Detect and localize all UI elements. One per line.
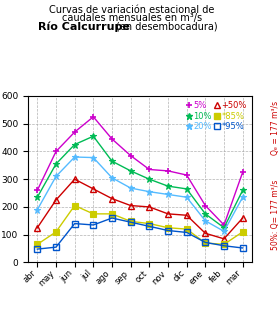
Text: Qₑ = 177 m³/s: Qₑ = 177 m³/s bbox=[271, 101, 280, 155]
Text: Curvas de variación estacional de: Curvas de variación estacional de bbox=[49, 5, 214, 15]
Text: Río Calcurrupe: Río Calcurrupe bbox=[38, 21, 130, 32]
Text: 50%: Q= 177 m³/s: 50%: Q= 177 m³/s bbox=[271, 179, 280, 250]
Text: (en desembocadura): (en desembocadura) bbox=[116, 21, 217, 31]
Legend: 5%, 10%, 20%, +50%, *85%, *95%: 5%, 10%, 20%, +50%, *85%, *95% bbox=[186, 100, 248, 132]
Text: caudales mensuales en m³/s: caudales mensuales en m³/s bbox=[62, 13, 202, 23]
